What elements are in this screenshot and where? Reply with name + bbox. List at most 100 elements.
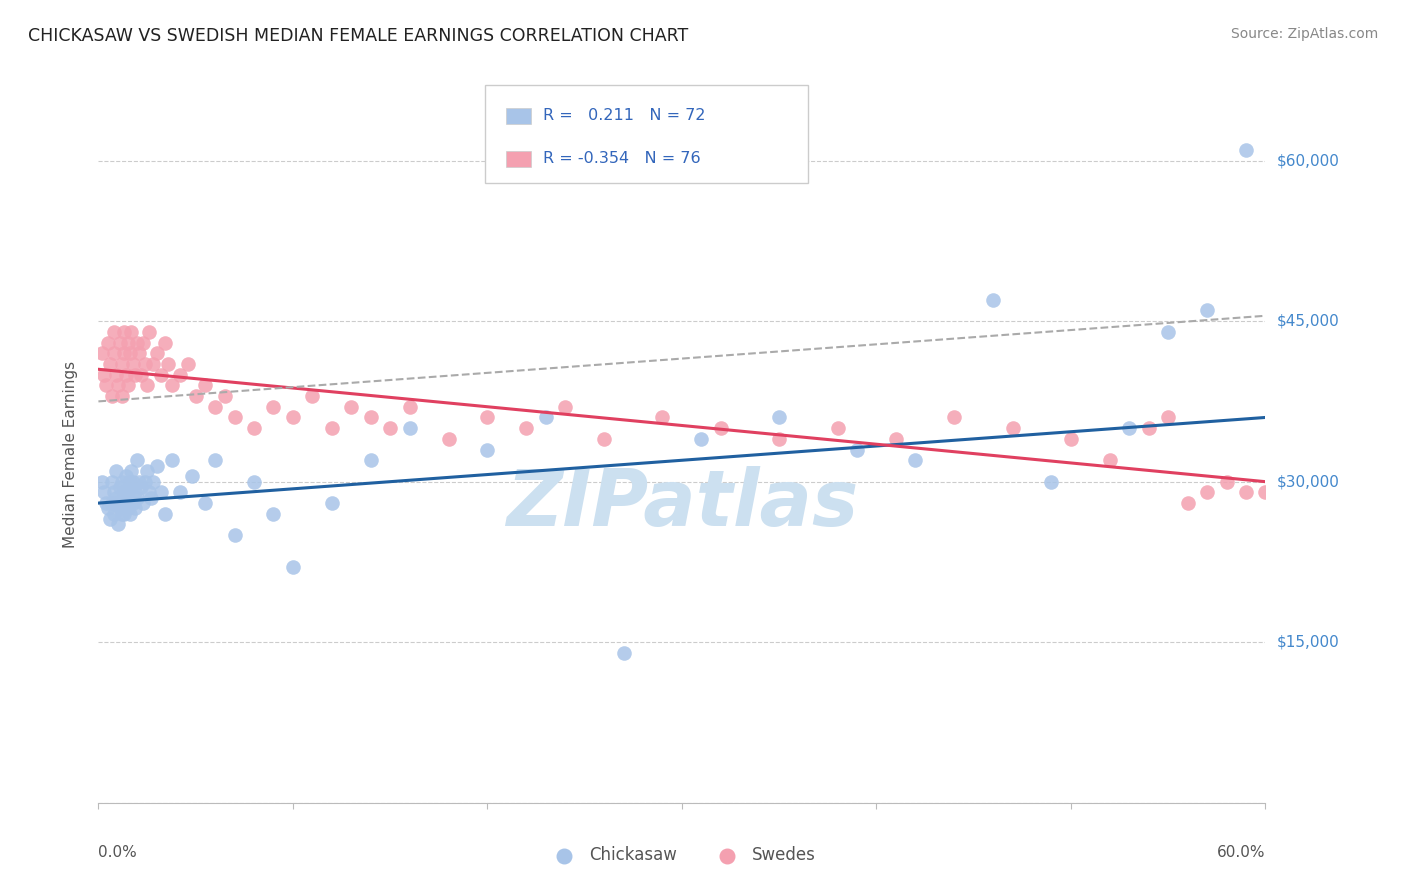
Point xyxy=(129,368,152,382)
Point xyxy=(157,357,180,371)
Point xyxy=(117,335,139,350)
Point xyxy=(91,346,114,360)
Point xyxy=(262,400,284,414)
Point xyxy=(1234,143,1257,157)
Point xyxy=(142,475,165,489)
Point xyxy=(104,464,127,478)
Text: 60.0%: 60.0% xyxy=(1218,845,1265,860)
Point xyxy=(111,496,134,510)
Point xyxy=(534,410,557,425)
Point xyxy=(96,496,118,510)
Point xyxy=(112,346,135,360)
Text: $30,000: $30,000 xyxy=(1277,475,1340,489)
Point xyxy=(97,335,120,350)
Point xyxy=(114,368,136,382)
Point xyxy=(127,453,149,467)
Point xyxy=(138,485,160,500)
Point xyxy=(1195,485,1218,500)
Point xyxy=(1234,485,1257,500)
Point xyxy=(129,480,152,494)
Point xyxy=(224,528,246,542)
Point xyxy=(101,389,124,403)
Point xyxy=(104,368,127,382)
Point xyxy=(122,357,145,371)
Point xyxy=(134,475,156,489)
Point xyxy=(111,357,134,371)
Point xyxy=(321,421,343,435)
Point xyxy=(884,432,907,446)
Point xyxy=(121,464,143,478)
Point xyxy=(477,442,499,457)
Point xyxy=(398,421,420,435)
Point xyxy=(111,389,134,403)
Point xyxy=(1195,303,1218,318)
Point xyxy=(153,335,176,350)
Point xyxy=(1137,421,1160,435)
Point xyxy=(477,410,499,425)
Point xyxy=(1118,421,1140,435)
Point xyxy=(340,400,363,414)
Text: $15,000: $15,000 xyxy=(1277,635,1340,649)
Point xyxy=(138,325,160,339)
Point xyxy=(1177,496,1199,510)
Text: $60,000: $60,000 xyxy=(1277,153,1340,168)
Point xyxy=(554,400,576,414)
Point xyxy=(301,389,323,403)
Point xyxy=(768,432,790,446)
Point xyxy=(224,410,246,425)
Point xyxy=(127,491,149,505)
Point xyxy=(118,346,141,360)
Point xyxy=(1313,635,1336,649)
Point xyxy=(117,485,139,500)
Point xyxy=(214,389,236,403)
Point xyxy=(169,368,191,382)
Point xyxy=(981,293,1004,307)
Point xyxy=(117,501,139,516)
Point xyxy=(91,475,114,489)
Point xyxy=(360,453,382,467)
Point xyxy=(146,458,169,473)
Point xyxy=(146,346,169,360)
Point xyxy=(1331,186,1354,200)
Text: R =   0.211   N = 72: R = 0.211 N = 72 xyxy=(543,109,706,123)
Point xyxy=(134,357,156,371)
Point xyxy=(204,453,226,467)
Point xyxy=(149,485,172,500)
Point xyxy=(943,410,966,425)
Point xyxy=(122,475,145,489)
Point xyxy=(690,432,713,446)
Point xyxy=(281,560,304,574)
Point xyxy=(101,475,124,489)
Point xyxy=(398,400,420,414)
Point xyxy=(184,389,207,403)
Point xyxy=(112,325,135,339)
Point xyxy=(1254,485,1277,500)
Point xyxy=(122,496,145,510)
Point xyxy=(1098,453,1121,467)
Point xyxy=(262,507,284,521)
Text: ZIPatlas: ZIPatlas xyxy=(506,466,858,541)
Y-axis label: Median Female Earnings: Median Female Earnings xyxy=(63,361,77,549)
Point xyxy=(1157,325,1180,339)
Point xyxy=(149,368,172,382)
Point xyxy=(437,432,460,446)
Point xyxy=(98,512,121,526)
Point xyxy=(108,335,131,350)
Point xyxy=(111,475,134,489)
Point xyxy=(904,453,927,467)
Point xyxy=(93,485,115,500)
Point xyxy=(1060,432,1083,446)
Point xyxy=(112,507,135,521)
Point xyxy=(107,496,129,510)
Point xyxy=(101,496,124,510)
Point xyxy=(845,442,868,457)
Point xyxy=(128,475,150,489)
Point xyxy=(128,346,150,360)
Point xyxy=(118,496,141,510)
Point xyxy=(612,646,634,660)
Point xyxy=(360,410,382,425)
Point xyxy=(180,469,202,483)
Point xyxy=(121,480,143,494)
Text: $45,000: $45,000 xyxy=(1277,314,1340,328)
Point xyxy=(768,410,790,425)
